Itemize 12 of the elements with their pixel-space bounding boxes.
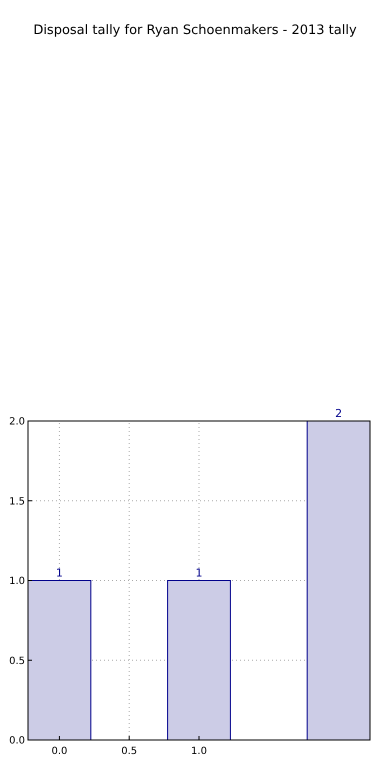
y-tick-label: 0.0	[9, 736, 25, 746]
x-tick-label: 1.0	[191, 746, 207, 757]
x-tick-label: 0.5	[121, 746, 138, 757]
y-tick-label: 1.0	[9, 576, 25, 587]
y-tick-label: 1.5	[9, 496, 25, 508]
chart-title: Disposal tally for Ryan Schoenmakers - 2013 tally	[33, 23, 357, 38]
x-tick-label: 0.0	[51, 746, 68, 757]
data-label: 1	[56, 566, 63, 580]
data-label: 2	[335, 407, 342, 420]
data-label: 1	[196, 566, 202, 580]
y-tick-label: 2.0	[9, 416, 25, 428]
y-tick-label: 0.5	[9, 656, 25, 667]
